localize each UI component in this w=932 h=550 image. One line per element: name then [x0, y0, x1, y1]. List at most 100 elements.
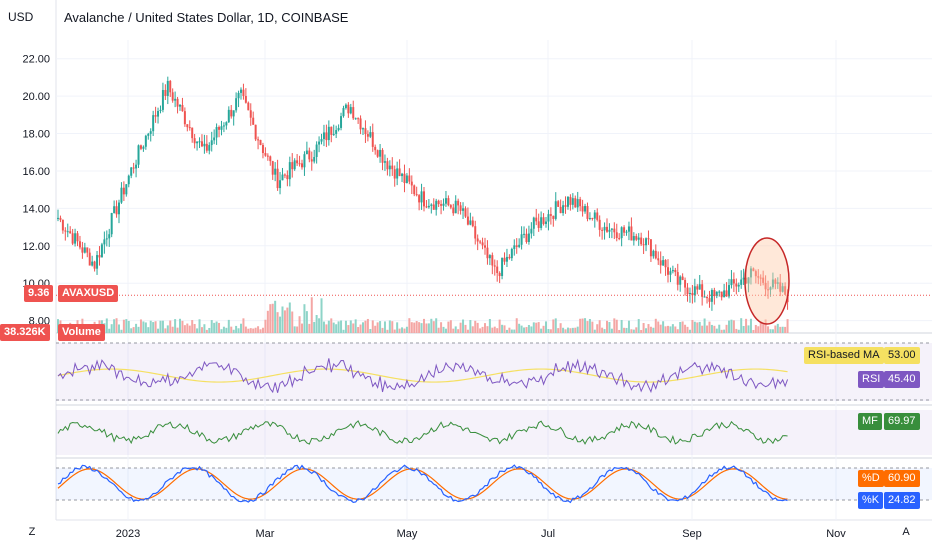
symbol-title[interactable]: Avalanche / United States Dollar, 1D, CO…: [64, 10, 349, 25]
candle-body: [310, 159, 313, 162]
volume-bar: [691, 319, 694, 333]
time-tick-label: May: [397, 528, 418, 540]
volume-bar: [518, 323, 521, 333]
candle-body: [625, 231, 628, 233]
candle-body: [203, 143, 206, 147]
candle-body: [469, 220, 472, 225]
volume-bar: [459, 322, 462, 333]
volume-bar: [752, 329, 755, 333]
candle-body: [579, 199, 582, 207]
volume-bar: [120, 329, 123, 333]
volume-bar: [396, 322, 399, 333]
candle-body: [449, 205, 452, 208]
candle-body: [698, 284, 701, 290]
volume-bar: [598, 320, 601, 333]
volume-bar: [357, 327, 360, 333]
candle-body: [196, 141, 199, 144]
price-axis[interactable]: [0, 0, 56, 520]
candle-body: [142, 146, 145, 149]
volume-bar: [498, 319, 501, 333]
currency-label[interactable]: USD: [8, 10, 34, 24]
candle-body: [230, 109, 233, 117]
volume-bar: [335, 324, 338, 333]
candle-body: [542, 217, 545, 224]
candle-body: [508, 256, 511, 259]
volume-bar: [623, 327, 626, 333]
candle-body: [645, 238, 648, 246]
candle-body: [244, 95, 247, 103]
volume-bar: [254, 327, 257, 333]
candle-body: [706, 296, 709, 299]
candle-body: [664, 260, 667, 268]
candle-body: [279, 180, 282, 189]
volume-bar: [135, 323, 138, 333]
volume-bar: [144, 322, 147, 333]
candle-body: [298, 163, 301, 165]
candle-body: [501, 257, 504, 277]
volume-label-tag: Volume: [58, 324, 105, 341]
volume-bar: [174, 319, 177, 333]
volume-bar: [515, 318, 518, 333]
candle-body: [576, 199, 579, 208]
candle-body: [535, 217, 538, 222]
volume-bar: [444, 328, 447, 333]
candle-body: [728, 285, 730, 297]
volume-bar: [200, 327, 203, 333]
candle-body: [547, 214, 550, 222]
candle-body: [115, 206, 118, 215]
candle-body: [222, 125, 225, 127]
price-tick-label: 14.00: [22, 203, 50, 215]
volume-bar: [559, 323, 562, 333]
candle-body: [432, 204, 435, 210]
volume-bar: [452, 328, 455, 333]
volume-bar: [408, 318, 411, 333]
time-axis[interactable]: [56, 520, 836, 550]
candle-body: [357, 118, 360, 120]
volume-bar: [725, 324, 728, 333]
volume-bar: [330, 318, 333, 333]
volume-bar: [171, 326, 174, 333]
candle-body: [686, 287, 689, 295]
auto-scale-right-button[interactable]: A: [902, 526, 910, 538]
volume-bar: [586, 321, 589, 333]
candle-body: [301, 163, 303, 168]
candle-body: [191, 127, 194, 139]
candle-body: [169, 80, 172, 93]
candle-body: [200, 141, 203, 147]
candle-body: [210, 140, 213, 146]
candle-body: [147, 133, 150, 136]
rsi-label-tag: RSI: [858, 371, 885, 388]
volume-bar: [320, 298, 323, 333]
candle-body: [66, 231, 69, 233]
volume-bar: [362, 322, 364, 333]
volume-bar: [125, 319, 128, 333]
candle-body: [444, 198, 447, 204]
volume-bar: [615, 319, 618, 333]
auto-scale-left-button[interactable]: Z: [28, 526, 36, 538]
price-tick-label: 16.00: [22, 166, 50, 178]
candle-body: [427, 205, 430, 208]
candle-body: [137, 145, 140, 165]
volume-bar: [579, 318, 582, 333]
volume-bar: [413, 322, 416, 333]
candle-body: [564, 205, 567, 207]
volume-bar: [581, 318, 584, 333]
volume-bar: [771, 329, 774, 333]
candle-body: [749, 268, 752, 278]
price-tick-label: 20.00: [22, 91, 50, 103]
candle-body: [767, 289, 770, 291]
candle-body: [186, 124, 189, 128]
volume-bar: [266, 310, 269, 333]
volume-bar: [642, 323, 645, 333]
candle-body: [457, 200, 460, 206]
candle-body: [213, 137, 216, 141]
volume-bar: [142, 321, 145, 333]
candle-body: [452, 207, 455, 214]
candle-body: [454, 200, 457, 214]
candle-body: [762, 277, 765, 283]
candle-body: [396, 168, 399, 179]
candle-body: [703, 296, 706, 298]
candle-body: [481, 242, 484, 246]
candle-body: [340, 116, 343, 128]
